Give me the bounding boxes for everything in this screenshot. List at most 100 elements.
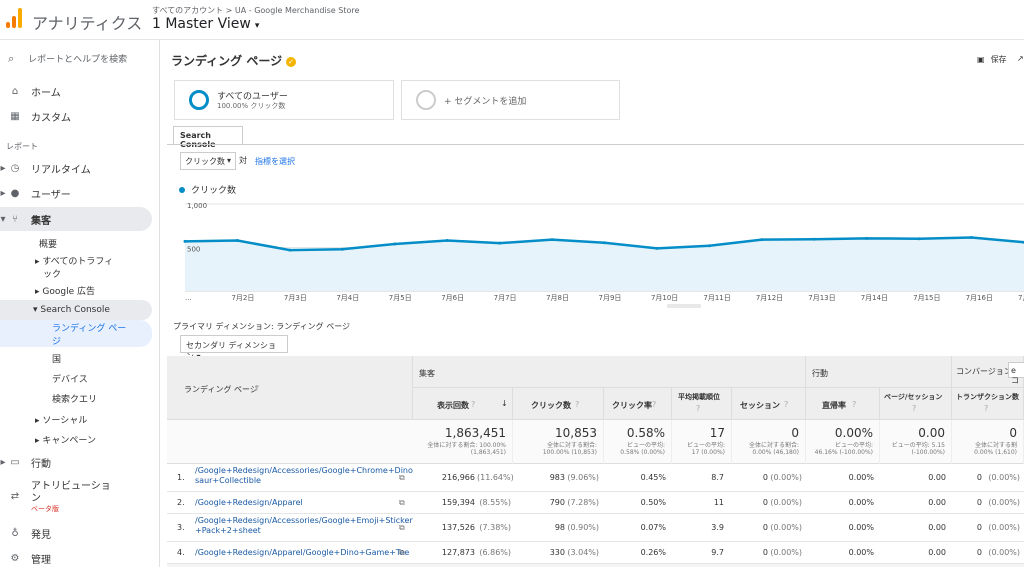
breadcrumb[interactable]: すべてのアカウント > UA - Google Merchandise Stor…	[152, 5, 359, 16]
group-label: コンバージョン	[956, 366, 1012, 377]
metric-select[interactable]: クリック数▾	[180, 152, 236, 170]
landing-page-link[interactable]: /Google+Redesign/Apparel/Google+Dino+Gam…	[195, 548, 409, 557]
landing-page-link[interactable]: /Google+Redesign/Accessories/Google+Emoj…	[195, 516, 413, 525]
nav-users[interactable]: ▸●ユーザー	[0, 181, 152, 205]
nav-social[interactable]: ▸ ソーシャル	[35, 413, 87, 426]
secondary-dimension-select[interactable]: セカンダリ ディメンション ▾	[180, 335, 288, 353]
col-landing-header[interactable]: ランディング ページ?	[167, 356, 413, 420]
nav-admin[interactable]: ⚙管理	[0, 546, 152, 570]
table-row[interactable]: 1. /Google+Redesign/Accessories/Google+Ch…	[167, 464, 1024, 492]
save-button[interactable]: ▣保存	[977, 54, 1007, 65]
column-label: 直帰率	[822, 400, 846, 411]
nav-behavior[interactable]: ▸▭行動	[0, 450, 152, 474]
col-ctr-header[interactable]: クリック率?	[604, 388, 672, 420]
table-row[interactable]: 3./Google+Redesign/Accessories/Google+Em…	[167, 514, 1024, 542]
nav-overview[interactable]: 概要	[39, 237, 57, 250]
nav-discover[interactable]: ♁発見	[0, 521, 152, 545]
col-clicks-header[interactable]: クリック数?	[513, 388, 604, 420]
total-sub: 全体に対する割合:	[732, 440, 799, 449]
chart-legend: クリック数	[179, 183, 236, 196]
help-icon: ?	[255, 384, 259, 393]
nav-label: ホーム	[31, 84, 61, 99]
open-link-icon[interactable]: ⧉	[399, 473, 405, 483]
behavior-icon: ▭	[8, 457, 22, 468]
nav-queries[interactable]: 検索クエリ	[52, 392, 97, 405]
total-value: 10,853	[513, 426, 597, 440]
tab-search-console[interactable]: Search Console	[173, 126, 243, 144]
nav-search-console[interactable]: ▾ Search Console	[0, 300, 152, 320]
open-link-icon[interactable]: ⧉	[399, 523, 405, 533]
landing-page-link-cont[interactable]: +Pack+2+sheet	[195, 526, 261, 535]
add-segment-label: + セグメントを追加	[444, 94, 526, 107]
landing-page-link[interactable]: /Google+Redesign/Accessories/Google+Chro…	[195, 466, 413, 475]
col-transactions-header[interactable]: トランザクション数?	[952, 388, 1024, 420]
gear-icon: ⚙	[8, 553, 22, 564]
x-tick-label: 7月10日	[651, 294, 678, 302]
total-cell: 0.00%ビューの平均:46.16% (-100.00%)	[806, 420, 880, 464]
nav-landing-page[interactable]: ランディング ページ	[0, 320, 152, 347]
x-tick-label: 7月2日	[231, 294, 254, 302]
nav-label: Google 広告	[42, 287, 95, 297]
nav-label: 発見	[31, 526, 51, 541]
report-search[interactable]: ⌕レポートとヘルプを検索	[8, 52, 127, 66]
col-position-header[interactable]: 平均掲載順位?	[672, 388, 732, 420]
tab-divider	[167, 144, 1024, 145]
sessions-pct: (0.00%)	[770, 548, 802, 557]
table-row[interactable]: 4./Google+Redesign/Apparel/Google+Dino+G…	[167, 542, 1024, 564]
page-title-text: ランディング ページ	[171, 54, 282, 68]
chevron-down-icon: ▾	[255, 21, 260, 31]
attribution-icon: ⇄	[8, 491, 22, 502]
col-pages-session-header[interactable]: ページ/セッション?	[880, 388, 952, 420]
ctr-value: 0.07%	[604, 523, 666, 532]
pick-metric-link[interactable]: 指標を選択	[255, 156, 295, 167]
nav-google-ads[interactable]: ▸ Google 広告	[35, 284, 95, 297]
impressions-pct: (11.64%)	[477, 473, 511, 482]
open-link-icon[interactable]: ⧉	[399, 498, 405, 508]
nav-custom[interactable]: ▦カスタム	[0, 104, 152, 128]
pages-session-value: 0.00	[880, 473, 946, 482]
nav-device[interactable]: デバイス	[52, 372, 88, 385]
nav-home[interactable]: ⌂ホーム	[0, 79, 152, 103]
x-tick-label: 7月3日	[284, 294, 307, 302]
landing-page-link[interactable]: /Google+Redesign/Apparel	[195, 498, 303, 507]
analytics-logo-icon[interactable]	[6, 8, 22, 28]
table-row[interactable]: 2./Google+Redesign/Apparel⧉159,394(8.55%…	[167, 492, 1024, 514]
x-tick-label: 7月13日	[808, 294, 835, 302]
col-bounce-header[interactable]: 直帰率?	[806, 388, 880, 420]
sessions-pct: (0.00%)	[770, 523, 802, 532]
add-segment-button[interactable]: + セグメントを追加	[401, 80, 620, 120]
landing-page-link-cont[interactable]: saur+Collectible	[195, 476, 261, 485]
impressions-pct: (7.38%)	[477, 523, 511, 532]
col-impressions-header[interactable]: 表示回数?↓	[413, 388, 513, 420]
nav-attribution[interactable]: ⇄アトリビューションベータ版	[0, 481, 152, 515]
data-point	[760, 238, 763, 241]
nav-country[interactable]: 国	[52, 352, 61, 365]
total-value: 0	[732, 426, 799, 440]
open-link-icon[interactable]: ⧉	[399, 548, 405, 558]
clicks-value: 983	[517, 473, 565, 482]
transactions-value: 0	[952, 523, 982, 532]
nav-all-traffic[interactable]: ▸ すべてのトラフィ	[35, 254, 113, 267]
nav-realtime[interactable]: ▸◷リアルタイム	[0, 156, 152, 180]
nav-campaign[interactable]: ▸ キャンペーン	[35, 433, 96, 446]
segment-circle-icon	[189, 90, 209, 110]
help-icon: ?	[471, 400, 475, 409]
view-selector[interactable]: 1 Master View▾	[152, 16, 259, 32]
column-label: ページ/セッション	[884, 392, 942, 402]
vs-label: 対	[239, 155, 247, 166]
total-sub: 0.00% (1,610)	[952, 449, 1017, 456]
search-icon: ⌕	[8, 52, 14, 65]
nav-acquisition[interactable]: ▾⑂集客	[0, 207, 152, 231]
share-icon[interactable]: ↗	[1017, 54, 1024, 63]
y-tick-label: 500	[187, 246, 200, 254]
col-sessions-header[interactable]: セッション?	[732, 388, 806, 420]
conversion-select[interactable]: e コ	[1008, 362, 1024, 378]
clicks-pct: (7.28%)	[565, 498, 599, 507]
data-point	[288, 249, 291, 252]
segment-all-users[interactable]: すべてのユーザー 100.00% クリック数	[174, 80, 394, 120]
transactions-pct: (0.00%)	[984, 548, 1020, 557]
row-number: 1.	[177, 473, 185, 482]
